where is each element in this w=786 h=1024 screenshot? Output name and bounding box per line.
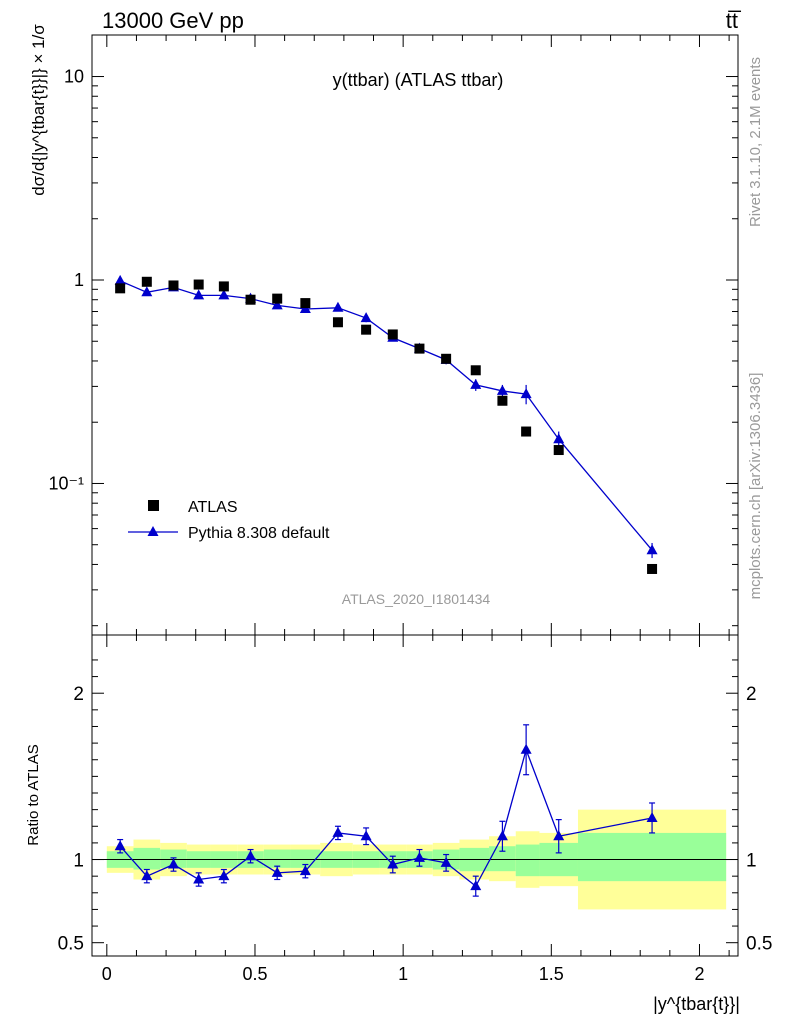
main-y-tick-label: 10 <box>64 67 84 87</box>
ratio-x-tick-label: 0 <box>102 964 112 984</box>
atlas-point <box>361 324 372 335</box>
legend-atlas-marker <box>148 500 159 511</box>
ratio-point <box>193 873 205 884</box>
header-right-label: tt̅ <box>726 8 742 33</box>
ratio-y-axis-label: Ratio to ATLAS <box>25 744 42 845</box>
ratio-point <box>141 870 153 881</box>
ratio-point <box>413 851 425 862</box>
rivet-version-label: Rivet 3.1.10, 2.1M events <box>747 57 764 227</box>
atlas-point <box>218 281 229 292</box>
ratio-point <box>360 830 372 841</box>
main-plot-watermark: ATLAS_2020_I1801434 <box>342 591 491 607</box>
pythia-line <box>119 280 653 551</box>
atlas-point <box>115 283 126 294</box>
axes-ticks: 10 1 10⁻¹ 0 0.5 1 1.5 2 0.5 0.5 1 1 2 2 <box>48 35 772 984</box>
atlas-point <box>553 445 564 456</box>
ratio-point <box>114 840 126 851</box>
atlas-point <box>245 294 256 305</box>
legend-atlas-label: ATLAS <box>188 499 238 516</box>
pythia-point <box>332 301 344 312</box>
atlas-point <box>272 293 283 304</box>
pythia-point <box>553 433 565 444</box>
atlas-point <box>470 365 481 376</box>
atlas-point <box>300 298 311 309</box>
pythia-point <box>360 312 372 323</box>
ratio-stat-band <box>577 832 727 882</box>
ratio-y-tick-label: 0.5 <box>58 934 84 955</box>
pythia-point <box>646 544 658 555</box>
ratio-y-tick-label-right: 2 <box>746 684 757 705</box>
ratio-point <box>167 858 179 869</box>
atlas-point <box>414 343 425 354</box>
ratio-point <box>553 830 565 841</box>
ratio-point <box>271 866 283 877</box>
ratio-line <box>119 747 653 888</box>
atlas-point <box>141 276 152 287</box>
atlas-point <box>193 279 204 290</box>
ratio-point <box>387 858 399 869</box>
pythia-point <box>218 289 230 300</box>
pythia-point <box>114 274 126 285</box>
ratio-x-tick-label: 1 <box>398 964 408 984</box>
pythia-point <box>470 378 482 389</box>
ratio-series-layer <box>114 724 658 897</box>
header-left-label: 13000 GeV pp <box>102 8 244 33</box>
ratio-x-tick-label: 1.5 <box>539 964 564 984</box>
main-y-tick-label: 10⁻¹ <box>48 473 84 493</box>
ratio-y-tick-label: 2 <box>73 684 84 705</box>
main-y-axis-label: dσ/d{|y^{tbar{t}}|} × 1/σ <box>29 24 48 196</box>
atlas-point <box>521 426 532 437</box>
ratio-x-tick-label: 0.5 <box>242 964 267 984</box>
ratio-y-tick-label-right: 1 <box>746 851 757 872</box>
ratio-stat-band <box>263 849 291 868</box>
main-plot-frame <box>91 34 739 636</box>
ratio-point <box>496 830 508 841</box>
legend-pythia-label: Pythia 8.308 default <box>188 525 330 542</box>
mcplots-label: mcplots.cern.ch [arXiv:1306.3436] <box>747 373 764 600</box>
atlas-point <box>441 353 452 364</box>
ratio-stat-band <box>133 847 161 870</box>
legend: ATLAS Pythia 8.308 default <box>128 499 330 542</box>
pythia-point <box>193 289 205 300</box>
ratio-point <box>520 743 532 754</box>
ratio-point <box>332 826 344 837</box>
ratio-plot-frame <box>91 634 739 957</box>
atlas-point <box>168 280 179 291</box>
main-plot-title: y(ttbar) (ATLAS ttbar) <box>333 70 504 90</box>
atlas-point <box>332 317 343 328</box>
ratio-point <box>646 811 658 822</box>
ratio-point <box>440 856 452 867</box>
ratio-point <box>470 880 482 891</box>
main-y-tick-label: 1 <box>74 270 84 290</box>
main-series-layer <box>114 274 658 574</box>
ratio-y-tick-label-right: 0.5 <box>746 934 772 955</box>
ratio-x-tick-label: 2 <box>694 964 704 984</box>
pythia-point <box>271 299 283 310</box>
pythia-point <box>520 388 532 399</box>
ratio-point <box>245 850 257 861</box>
atlas-point <box>387 329 398 340</box>
atlas-point <box>497 395 508 406</box>
ratio-point <box>299 865 311 876</box>
pythia-point <box>141 286 153 297</box>
ratio-y-tick-label: 1 <box>73 851 84 872</box>
pythia-point <box>496 384 508 395</box>
legend-pythia-marker <box>147 526 159 536</box>
ratio-x-axis-label: |y^{tbar{t}}| <box>653 994 740 1014</box>
atlas-point <box>647 563 658 574</box>
ratio-stat-band <box>515 844 540 877</box>
ratio-point <box>218 870 230 881</box>
